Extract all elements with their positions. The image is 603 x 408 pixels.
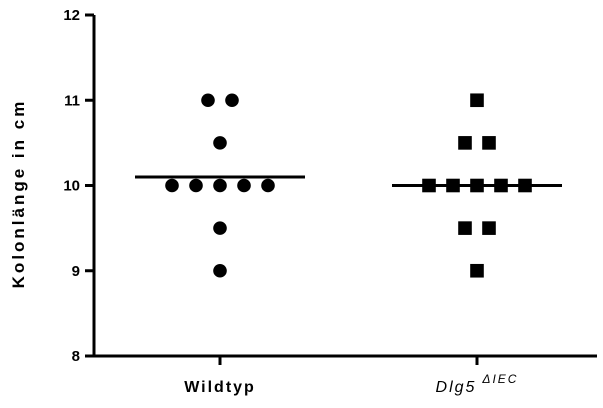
category-label-text: Wildtyp xyxy=(184,379,256,396)
data-point-circle xyxy=(213,263,227,278)
data-point-square xyxy=(470,263,484,278)
category-superscript: ΔIEC xyxy=(481,372,518,386)
y-tick-label: 9 xyxy=(72,263,80,280)
data-point-circle xyxy=(201,93,215,108)
y-axis-label: Kolonlänge in cm xyxy=(9,99,28,289)
category-label-wildtyp: Wildtyp xyxy=(184,379,256,396)
y-ticks: 8 9 10 11 12 xyxy=(63,7,94,365)
y-tick-label: 8 xyxy=(72,348,80,365)
y-tick-label: 12 xyxy=(63,7,80,24)
x-ticks xyxy=(218,356,479,365)
data-point-circle xyxy=(165,178,179,193)
data-point-circle xyxy=(213,136,227,150)
data-point-square xyxy=(470,93,484,108)
y-tick-label: 10 xyxy=(63,178,80,195)
data-point-circle xyxy=(237,178,251,193)
data-point-square xyxy=(458,136,472,150)
y-tick-label: 11 xyxy=(64,92,80,109)
data-point-circle xyxy=(189,178,203,193)
category-label-dlg5: Dlg5 ΔIEC xyxy=(436,372,519,396)
mean-lines xyxy=(135,175,562,187)
data-point-circle xyxy=(213,221,227,235)
data-point-square xyxy=(482,221,496,235)
data-point-square xyxy=(482,136,496,150)
data-point-circle xyxy=(213,178,227,193)
data-point-circle xyxy=(225,93,239,108)
data-point-circle xyxy=(261,178,275,193)
category-gene-name: Dlg5 xyxy=(436,379,477,396)
data-point-square xyxy=(458,221,472,235)
data-points xyxy=(165,93,532,278)
